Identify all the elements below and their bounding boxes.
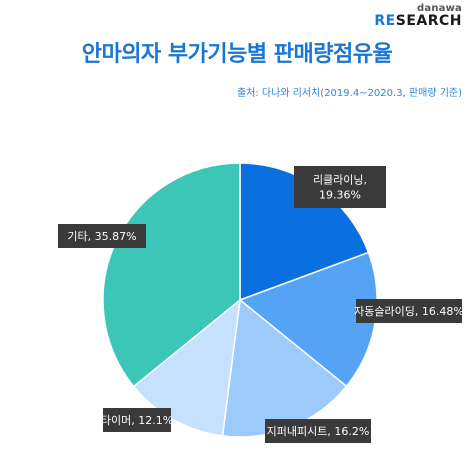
brand-logo: danawa RESEARCH: [374, 3, 462, 29]
data-label-3: 지퍼내피시트, 16.2%: [267, 425, 370, 438]
data-label-2: 자동슬라이딩, 16.48%: [354, 305, 464, 318]
brand-logo-bottom: RESEARCH: [374, 13, 462, 29]
data-label-1-line-2: 19.36%: [319, 189, 361, 202]
pie-slice-4: [132, 298, 241, 437]
data-label-5: 기타, 35.87%: [67, 230, 136, 243]
chart-title: 안마의자 부가기능별 판매량점유율: [81, 42, 393, 67]
data-label-box-3: [265, 419, 371, 443]
brand-logo-top: danawa: [417, 3, 462, 14]
data-label-box-4: [103, 408, 171, 432]
data-label-box-2: [356, 299, 462, 323]
data-label-box-5: [58, 224, 146, 248]
data-label-1-line-1: 리클라이닝,: [313, 174, 367, 187]
data-label-box-1: [294, 166, 386, 208]
chart-source: 출처: 다나와 리서치(2019.4~2020.3, 판매량 기준): [236, 88, 462, 99]
data-label-4: 타이머, 12.1%: [101, 414, 173, 427]
